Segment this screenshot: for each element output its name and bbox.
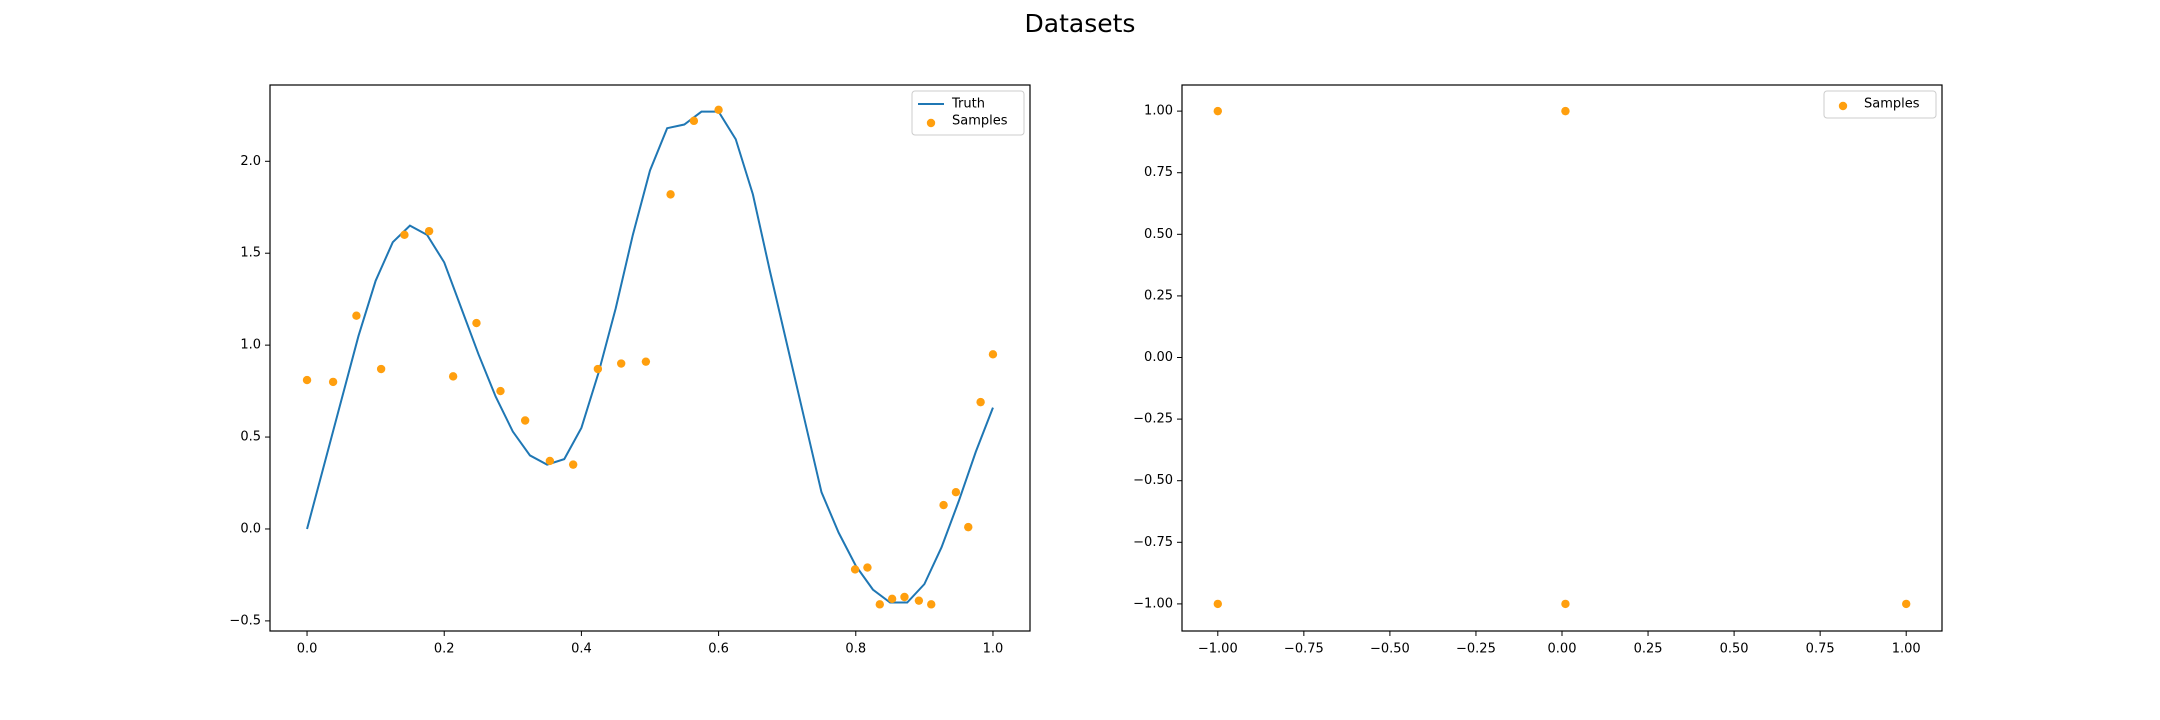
point: [400, 230, 409, 240]
point: [328, 377, 338, 387]
point: [927, 600, 936, 609]
y-tick-label: 1.00: [1144, 104, 1173, 119]
y-tick-label: −1.00: [1133, 596, 1173, 611]
point: [900, 592, 909, 602]
x-tick-label: 0.25: [1634, 642, 1663, 657]
x-tick-label: −0.25: [1456, 642, 1496, 657]
point: [1561, 106, 1570, 116]
axes-frame: [269, 84, 1031, 632]
point: [472, 318, 481, 328]
point: [424, 226, 434, 236]
x-tick-label: −0.50: [1370, 642, 1410, 657]
point: [545, 456, 555, 466]
point: [593, 364, 603, 374]
point: [850, 565, 860, 574]
point: [914, 596, 924, 605]
y-tick-label: −0.5: [229, 613, 261, 628]
x-tick-label: −1.00: [1198, 642, 1238, 657]
subplot: −1.00 −0.75 −0.50 −0.25 0.00 0.25 0.50 0.75 1.00…: [1133, 84, 1943, 657]
y-tick-label: 1.0: [240, 338, 261, 353]
axes-frame: [1181, 84, 1943, 632]
y-tick-label: 1.5: [240, 246, 261, 261]
legend-box: [911, 90, 1025, 136]
legend-swatch: [926, 118, 936, 128]
point: [352, 311, 361, 320]
point: [887, 594, 897, 604]
y-tick-label: 0.0: [240, 521, 261, 536]
y-tick-label: 0.5: [240, 430, 261, 445]
legend-label: Truth: [951, 97, 985, 112]
point: [1561, 599, 1570, 609]
y-tick-label: 0.75: [1144, 165, 1173, 180]
point: [714, 105, 723, 115]
point: [964, 522, 973, 532]
y-tick-label: 0.00: [1144, 350, 1173, 365]
point: [568, 460, 578, 469]
point: [939, 500, 948, 510]
x-tick-label: 0.00: [1548, 642, 1577, 657]
point: [976, 397, 985, 407]
point: [1902, 599, 1911, 609]
y-tick-label: 0.50: [1144, 227, 1173, 242]
y-tick-label: −0.25: [1133, 412, 1173, 427]
point: [1213, 599, 1222, 609]
point: [666, 190, 675, 199]
x-tick-label: 0.75: [1806, 642, 1835, 657]
figure-title: Datasets: [1025, 9, 1136, 38]
point: [641, 357, 651, 366]
point: [988, 350, 998, 359]
point: [1213, 106, 1222, 116]
legend-swatch: [1838, 101, 1848, 111]
x-tick-label: 0.4: [571, 642, 592, 657]
y-tick-label: 2.0: [240, 154, 261, 169]
point: [689, 116, 699, 126]
x-tick-label: 0.0: [297, 642, 318, 657]
x-tick-label: 1.0: [983, 642, 1004, 657]
legend-label: Samples: [952, 114, 1008, 129]
x-tick-label: 0.6: [708, 642, 729, 657]
x-tick-label: 1.00: [1892, 642, 1921, 657]
subplot: 0.0 0.2 0.4 0.6 0.8 1.0 −0.5 0.0 0.5 1.0 1.5 2.0 Tru…: [229, 84, 1031, 657]
x-tick-label: 0.2: [434, 642, 455, 657]
y-tick-label: 0.25: [1144, 288, 1173, 303]
point: [302, 375, 312, 385]
x-tick-label: 0.50: [1720, 642, 1749, 657]
y-tick-label: −0.75: [1133, 535, 1173, 550]
point: [376, 364, 386, 374]
point: [951, 488, 961, 497]
point: [616, 359, 626, 368]
point: [863, 563, 872, 572]
legend: Truth Samples: [911, 90, 1025, 136]
x-tick-label: −0.75: [1284, 642, 1324, 657]
legend: Samples: [1823, 90, 1937, 119]
legend-label: Samples: [1864, 97, 1920, 112]
point: [448, 372, 458, 381]
legend-box: [1823, 90, 1937, 119]
point: [496, 386, 505, 396]
point: [520, 416, 530, 425]
line: [306, 110, 994, 604]
point: [875, 600, 884, 609]
x-tick-label: 0.8: [845, 642, 866, 657]
y-tick-label: −0.50: [1133, 473, 1173, 488]
